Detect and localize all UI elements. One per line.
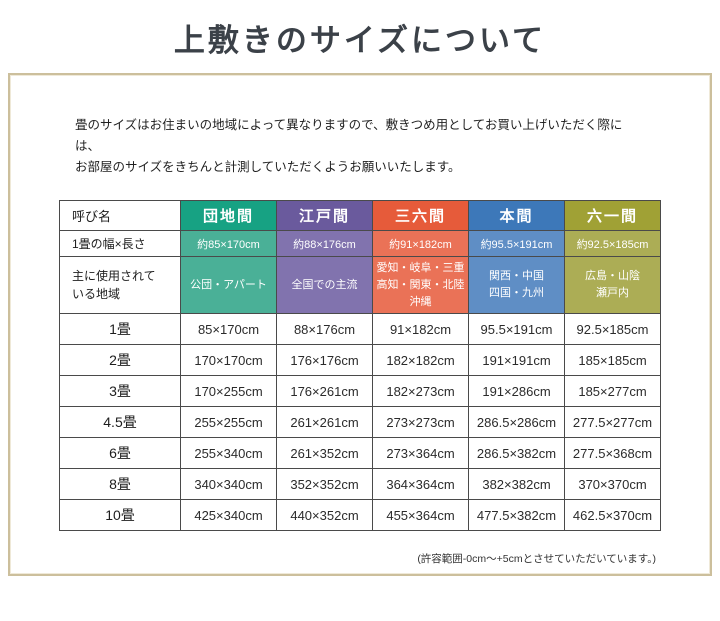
row-label: 3畳	[59, 375, 181, 408]
mat-size-row: 1畳の幅×長さ 約85×170cm 約88×176cm 約91×182cm 約9…	[59, 230, 661, 258]
value-cell: 185×277cm	[564, 375, 661, 408]
value-cell: 286.5×286cm	[468, 406, 565, 439]
region-cell: 広島・山陰 瀬戸内	[564, 256, 661, 315]
intro-line-2: お部屋のサイズをきちんと計測していただくようお願いいたします。	[75, 160, 461, 175]
value-cell: 425×340cm	[180, 499, 277, 532]
value-cell: 170×255cm	[180, 375, 277, 408]
row-label: 8畳	[59, 468, 181, 501]
value-cell: 352×352cm	[276, 468, 373, 501]
row-label: 10畳	[59, 499, 181, 532]
table-row: 2畳 170×170cm 176×176cm 182×182cm 191×191…	[59, 344, 661, 377]
value-cell: 261×352cm	[276, 437, 373, 470]
value-cell: 176×261cm	[276, 375, 373, 408]
column-header-danchima: 団地間	[180, 200, 277, 232]
row-label: 1畳	[59, 313, 181, 346]
value-cell: 191×286cm	[468, 375, 565, 408]
column-header-edoma: 江戸間	[276, 200, 373, 232]
value-cell: 286.5×382cm	[468, 437, 565, 470]
value-cell: 273×273cm	[372, 406, 469, 439]
value-cell: 277.5×368cm	[564, 437, 661, 470]
value-cell: 191×191cm	[468, 344, 565, 377]
value-cell: 95.5×191cm	[468, 313, 565, 346]
region-label-line-1: 主に使用されて	[72, 269, 156, 284]
row-label: 4.5畳	[59, 406, 181, 439]
header-row: 呼び名 団地間 江戸間 三六間 本間 六一間	[59, 200, 661, 232]
region-cell: 公団・アパート	[180, 256, 277, 315]
tolerance-note: (許容範囲-0cm〜+5cmとさせていただいています。)	[417, 553, 656, 566]
value-cell: 477.5×382cm	[468, 499, 565, 532]
row-label-size: 1畳の幅×長さ	[59, 230, 181, 258]
size-cell: 約88×176cm	[276, 230, 373, 258]
region-cell: 関西・中国 四国・九州	[468, 256, 565, 315]
region-line: 高知・関東・北陸	[376, 278, 465, 291]
value-cell: 182×182cm	[372, 344, 469, 377]
value-cell: 277.5×277cm	[564, 406, 661, 439]
table-row: 6畳 255×340cm 261×352cm 273×364cm 286.5×3…	[59, 437, 661, 470]
value-cell: 170×170cm	[180, 344, 277, 377]
region-line: 広島・山陰	[585, 270, 640, 283]
region-line: 沖縄	[409, 295, 432, 308]
table-row: 10畳 425×340cm 440×352cm 455×364cm 477.5×…	[59, 499, 661, 532]
value-cell: 340×340cm	[180, 468, 277, 501]
table-row: 4.5畳 255×255cm 261×261cm 273×273cm 286.5…	[59, 406, 661, 439]
region-line: 愛知・岐阜・三重	[376, 261, 465, 274]
tatami-size-table: 呼び名 団地間 江戸間 三六間 本間 六一間 1畳の幅×長さ 約85×170cm…	[59, 200, 661, 532]
table-row: 3畳 170×255cm 176×261cm 182×273cm 191×286…	[59, 375, 661, 408]
region-line: 関西・中国	[489, 270, 544, 283]
table-row: 8畳 340×340cm 352×352cm 364×364cm 382×382…	[59, 468, 661, 501]
region-line: 瀬戸内	[596, 287, 629, 300]
value-cell: 255×340cm	[180, 437, 277, 470]
value-cell: 91×182cm	[372, 313, 469, 346]
value-cell: 92.5×185cm	[564, 313, 661, 346]
corner-header: 呼び名	[59, 200, 181, 232]
value-cell: 382×382cm	[468, 468, 565, 501]
size-cell: 約91×182cm	[372, 230, 469, 258]
value-cell: 261×261cm	[276, 406, 373, 439]
value-cell: 85×170cm	[180, 313, 277, 346]
value-cell: 185×185cm	[564, 344, 661, 377]
value-cell: 255×255cm	[180, 406, 277, 439]
row-label: 2畳	[59, 344, 181, 377]
region-label-line-2: いる地域	[72, 287, 121, 302]
row-label: 6畳	[59, 437, 181, 470]
column-header-rokuichima: 六一間	[564, 200, 661, 232]
size-cell: 約92.5×185cm	[564, 230, 661, 258]
region-line: 四国・九州	[489, 287, 544, 300]
value-cell: 273×364cm	[372, 437, 469, 470]
region-line: 公団・アパート	[190, 278, 267, 291]
table-row: 1畳 85×170cm 88×176cm 91×182cm 95.5×191cm…	[59, 313, 661, 346]
region-cell: 全国での主流	[276, 256, 373, 315]
column-header-honma: 本間	[468, 200, 565, 232]
value-cell: 88×176cm	[276, 313, 373, 346]
value-cell: 462.5×370cm	[564, 499, 661, 532]
value-cell: 370×370cm	[564, 468, 661, 501]
size-cell: 約95.5×191cm	[468, 230, 565, 258]
value-cell: 182×273cm	[372, 375, 469, 408]
region-cell: 愛知・岐阜・三重 高知・関東・北陸 沖縄	[372, 256, 469, 315]
region-row: 主に使用されて いる地域 公団・アパート 全国での主流 愛知・岐阜・	[59, 256, 661, 315]
size-cell: 約85×170cm	[180, 230, 277, 258]
value-cell: 455×364cm	[372, 499, 469, 532]
value-cell: 364×364cm	[372, 468, 469, 501]
value-cell: 176×176cm	[276, 344, 373, 377]
page: 上敷きのサイズについて 畳のサイズはお住まいの地域によって異なりますので、敷きつ…	[8, 23, 712, 577]
column-header-sabuma: 三六間	[372, 200, 469, 232]
row-label-region: 主に使用されて いる地域	[59, 256, 181, 315]
region-line: 全国での主流	[291, 278, 358, 291]
page-title: 上敷きのサイズについて	[173, 23, 547, 58]
intro-line-1: 畳のサイズはお住まいの地域によって異なりますので、敷きつめ用としてお買い上げいた…	[75, 118, 623, 154]
content-frame: 畳のサイズはお住まいの地域によって異なりますので、敷きつめ用としてお買い上げいた…	[8, 73, 712, 577]
value-cell: 440×352cm	[276, 499, 373, 532]
intro-text: 畳のサイズはお住まいの地域によって異なりますので、敷きつめ用としてお買い上げいた…	[75, 115, 645, 178]
